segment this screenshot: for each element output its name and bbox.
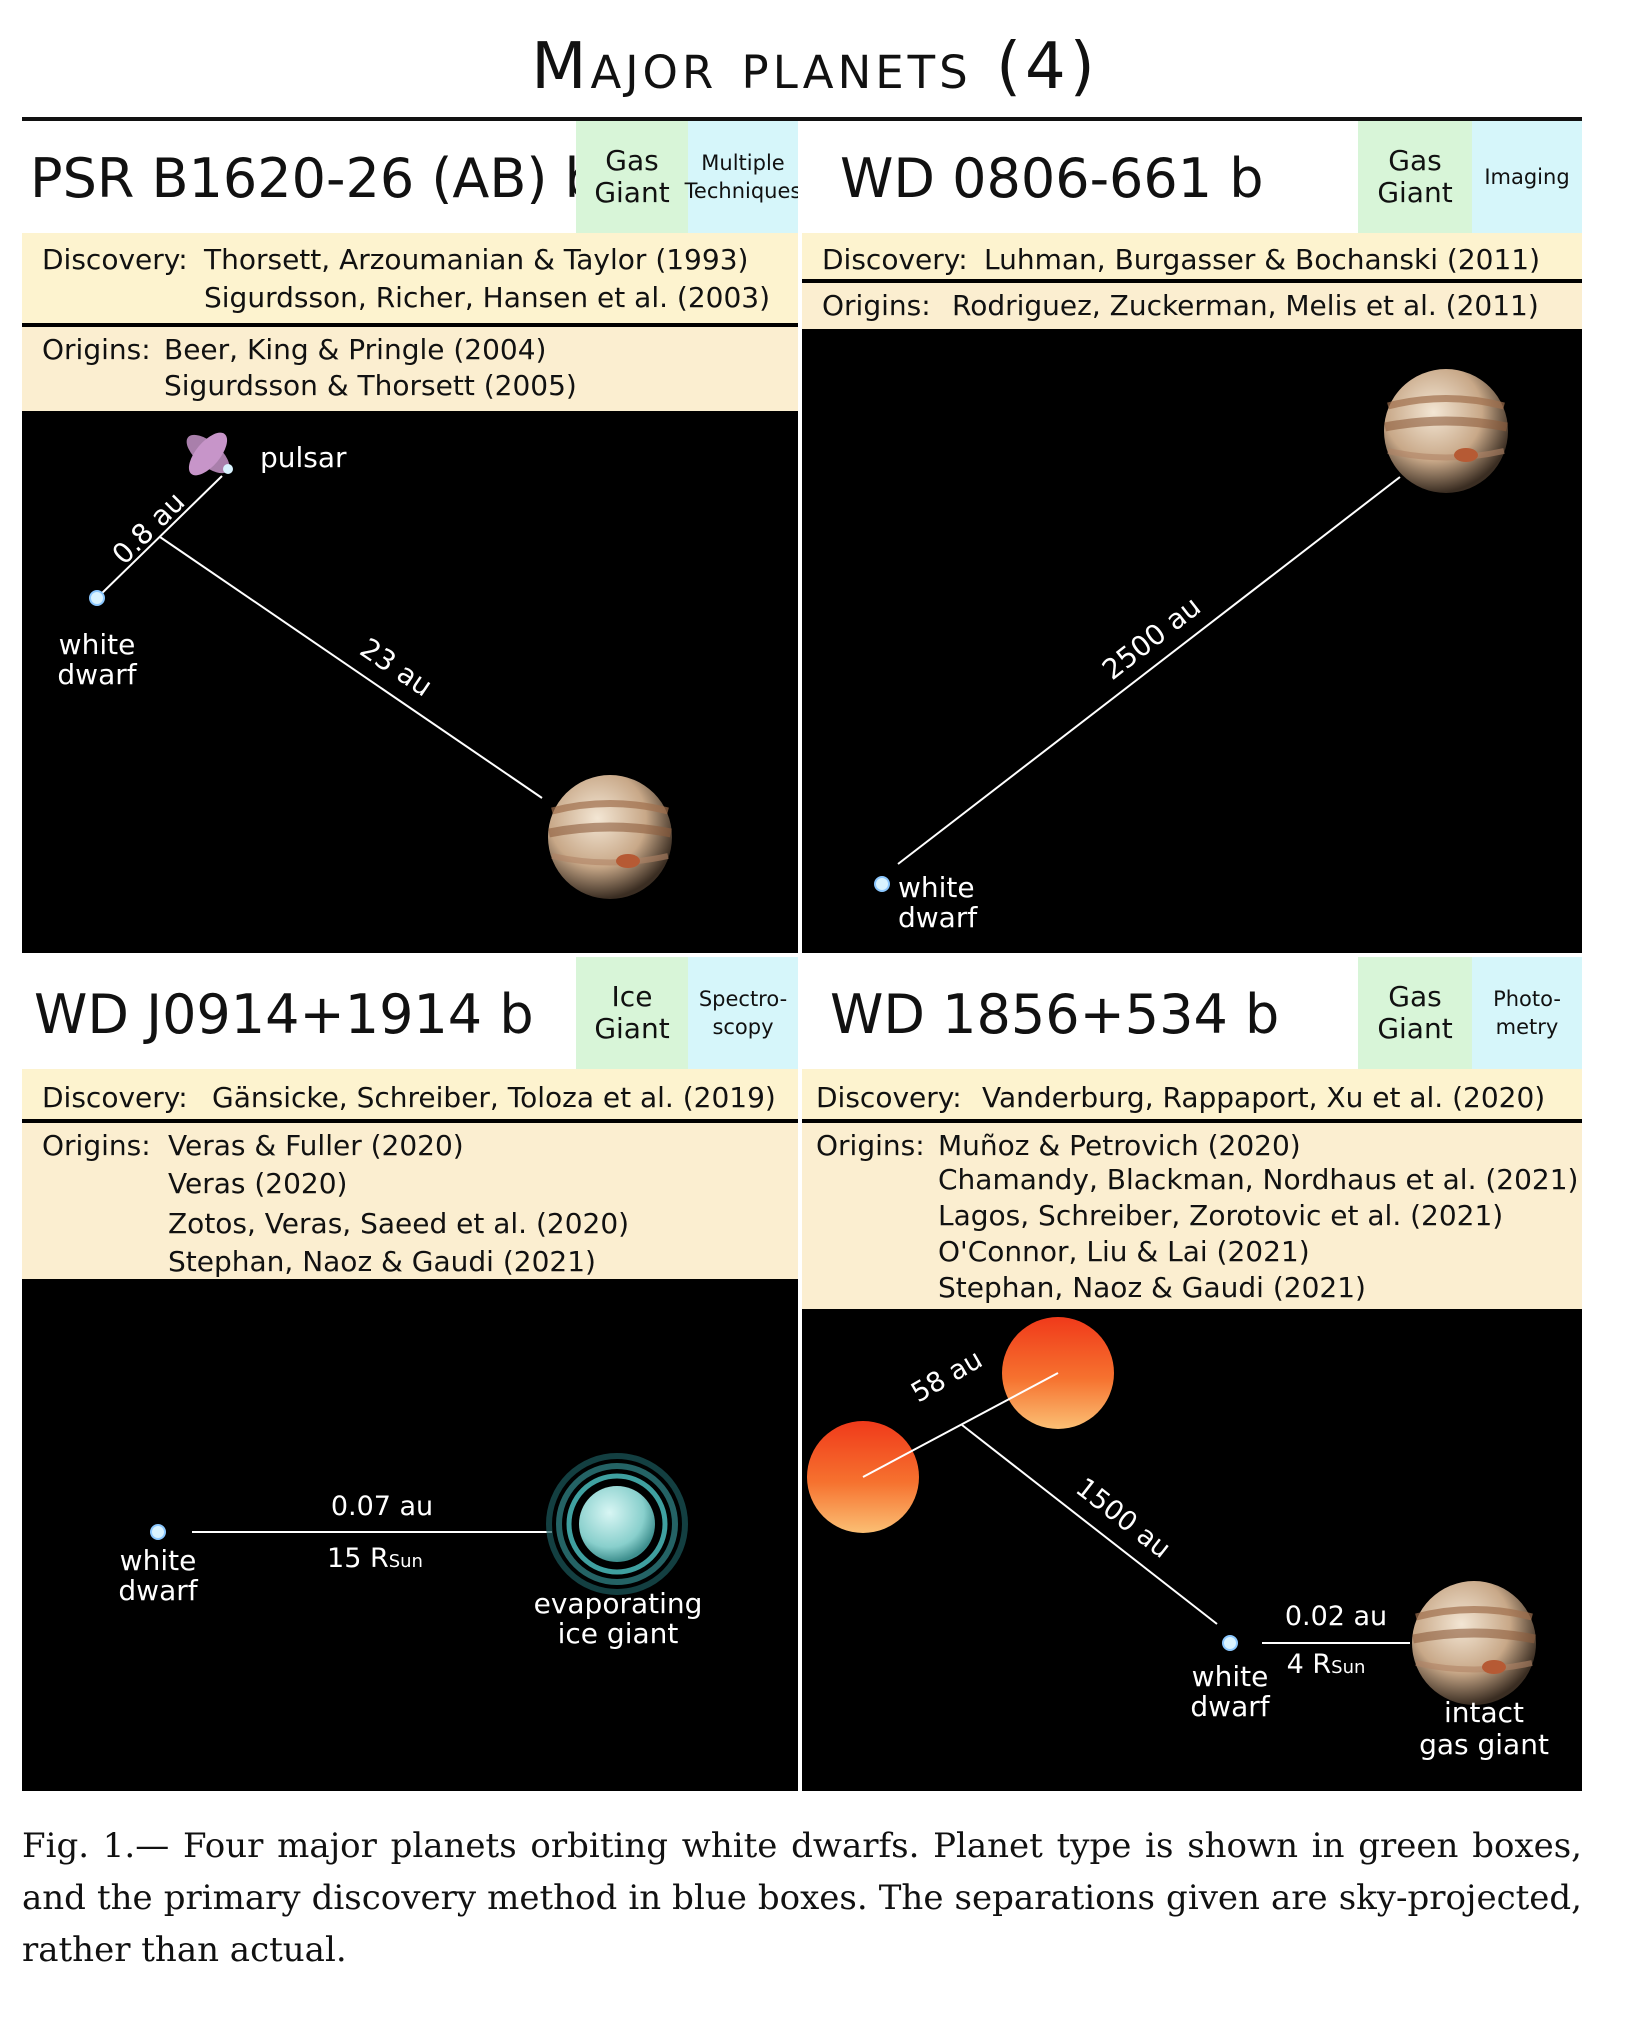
panel-header: WD J0914+1914 b Ice Giant Spectro-scopy bbox=[22, 957, 798, 1069]
separation-line bbox=[159, 536, 543, 799]
white-dwarf-icon bbox=[1222, 1635, 1238, 1651]
pulsar-icon bbox=[186, 432, 233, 476]
origins-references: Origins: Rodriguez, Zuckerman, Melis et … bbox=[802, 283, 1582, 329]
panel-header: PSR B1620-26 (AB) b Gas Giant Multiple Tec… bbox=[22, 121, 798, 233]
white-dwarf-icon bbox=[150, 1524, 166, 1540]
discovery-references: Discovery: Gänsicke, Schreiber, Toloza e… bbox=[22, 1069, 798, 1119]
planet-type-box: Gas Giant bbox=[576, 121, 688, 233]
discovery-references: Discovery: Vanderburg, Rappaport, Xu et … bbox=[802, 1069, 1582, 1119]
panel-header: WD 1856+534 b Gas Giant Photo-metry bbox=[802, 957, 1582, 1069]
discovery-method-box: Photo-metry bbox=[1472, 957, 1582, 1069]
title-rule bbox=[22, 117, 1582, 121]
planet-label: intact bbox=[1444, 1696, 1524, 1729]
white-dwarf-label: dwarf bbox=[118, 1574, 198, 1607]
separation-line bbox=[862, 1372, 1059, 1478]
figure-title: Major planets (4) bbox=[531, 30, 1099, 104]
panel-header: WD 0806-661 b Gas Giant Imaging bbox=[802, 121, 1582, 233]
separation-label: 0.8 au bbox=[106, 485, 192, 571]
separation-label: 0.02 au bbox=[1285, 1601, 1387, 1632]
white-dwarf-label: dwarf bbox=[898, 901, 978, 934]
panel-psr-b1620: PSR B1620-26 (AB) b Gas Giant Multiple Tec… bbox=[22, 121, 798, 953]
discovery-method-box: Imaging bbox=[1472, 121, 1582, 233]
separation-label: 58 au bbox=[906, 1344, 988, 1409]
white-dwarf-icon bbox=[89, 590, 105, 606]
gas-giant-icon bbox=[1384, 369, 1508, 493]
separation-label: 4 RSun bbox=[1287, 1649, 1366, 1680]
gas-giant-icon bbox=[1412, 1581, 1536, 1705]
gas-giant-icon bbox=[548, 775, 672, 899]
separation-line bbox=[96, 475, 223, 599]
white-dwarf-label: white bbox=[898, 871, 975, 904]
panel-wd-0806: WD 0806-661 b Gas Giant Imaging Discovery… bbox=[802, 121, 1582, 953]
system-diagram: 58 au 1500 au 0.02 au 4 RSun white dwarf… bbox=[807, 1317, 1549, 1761]
planet-label: ice giant bbox=[558, 1617, 679, 1650]
planet-name: WD 0806-661 b bbox=[840, 147, 1264, 210]
origins-references: Origins: Veras & Fuller (2020) Veras (20… bbox=[22, 1123, 798, 1279]
ice-giant-icon bbox=[546, 1453, 688, 1595]
white-dwarf-label: dwarf bbox=[57, 658, 137, 691]
planet-type-box: Gas Giant bbox=[1358, 957, 1472, 1069]
planet-label: evaporating bbox=[534, 1587, 703, 1620]
discovery-method-box: Spectro-scopy bbox=[688, 957, 798, 1069]
system-diagram: 2500 au white dwarf bbox=[874, 369, 1508, 934]
planet-name: WD J0914+1914 b bbox=[34, 983, 534, 1046]
white-dwarf-label: white bbox=[59, 628, 136, 661]
white-dwarf-icon bbox=[874, 876, 890, 892]
separation-label: 0.07 au bbox=[331, 1491, 433, 1522]
pulsar-label: pulsar bbox=[260, 441, 347, 474]
origins-references: Origins: Beer, King & Pringle (2004) Sig… bbox=[22, 327, 798, 411]
white-dwarf-label: white bbox=[120, 1544, 197, 1577]
panel-wd-j0914: WD J0914+1914 b Ice Giant Spectro-scopy D… bbox=[22, 957, 798, 1791]
planet-label: gas giant bbox=[1419, 1728, 1549, 1761]
system-diagram: 0.07 au 15 RSun white dwarf evaporating … bbox=[118, 1453, 703, 1650]
planet-type-box: Ice Giant bbox=[576, 957, 688, 1069]
figure-caption: Fig. 1.— Four major planets orbiting whi… bbox=[22, 1826, 1582, 1970]
panel-wd-1856: WD 1856+534 b Gas Giant Photo-metry Disco… bbox=[802, 957, 1582, 1791]
separation-label: 15 RSun bbox=[327, 1543, 423, 1574]
planet-name: WD 1856+534 b bbox=[830, 983, 1280, 1046]
discovery-references: Discovery: Thorsett, Arzoumanian & Taylo… bbox=[22, 233, 798, 323]
system-diagram: pulsar 0.8 au 23 au white dwarf bbox=[57, 432, 672, 899]
separation-line bbox=[897, 476, 1401, 865]
planet-type-box: Gas Giant bbox=[1358, 121, 1472, 233]
white-dwarf-label: dwarf bbox=[1190, 1690, 1270, 1723]
discovery-references: Discovery: Luhman, Burgasser & Bochanski… bbox=[802, 233, 1582, 279]
separation-line bbox=[961, 1424, 1218, 1625]
white-dwarf-label: white bbox=[1192, 1660, 1269, 1693]
discovery-method-box: Multiple Techniques bbox=[685, 121, 798, 233]
planet-name: PSR B1620-26 (AB) b bbox=[30, 147, 599, 210]
separation-label: 23 au bbox=[354, 631, 438, 703]
origins-references: Origins: Muñoz & Petrovich (2020) Chaman… bbox=[802, 1123, 1582, 1309]
